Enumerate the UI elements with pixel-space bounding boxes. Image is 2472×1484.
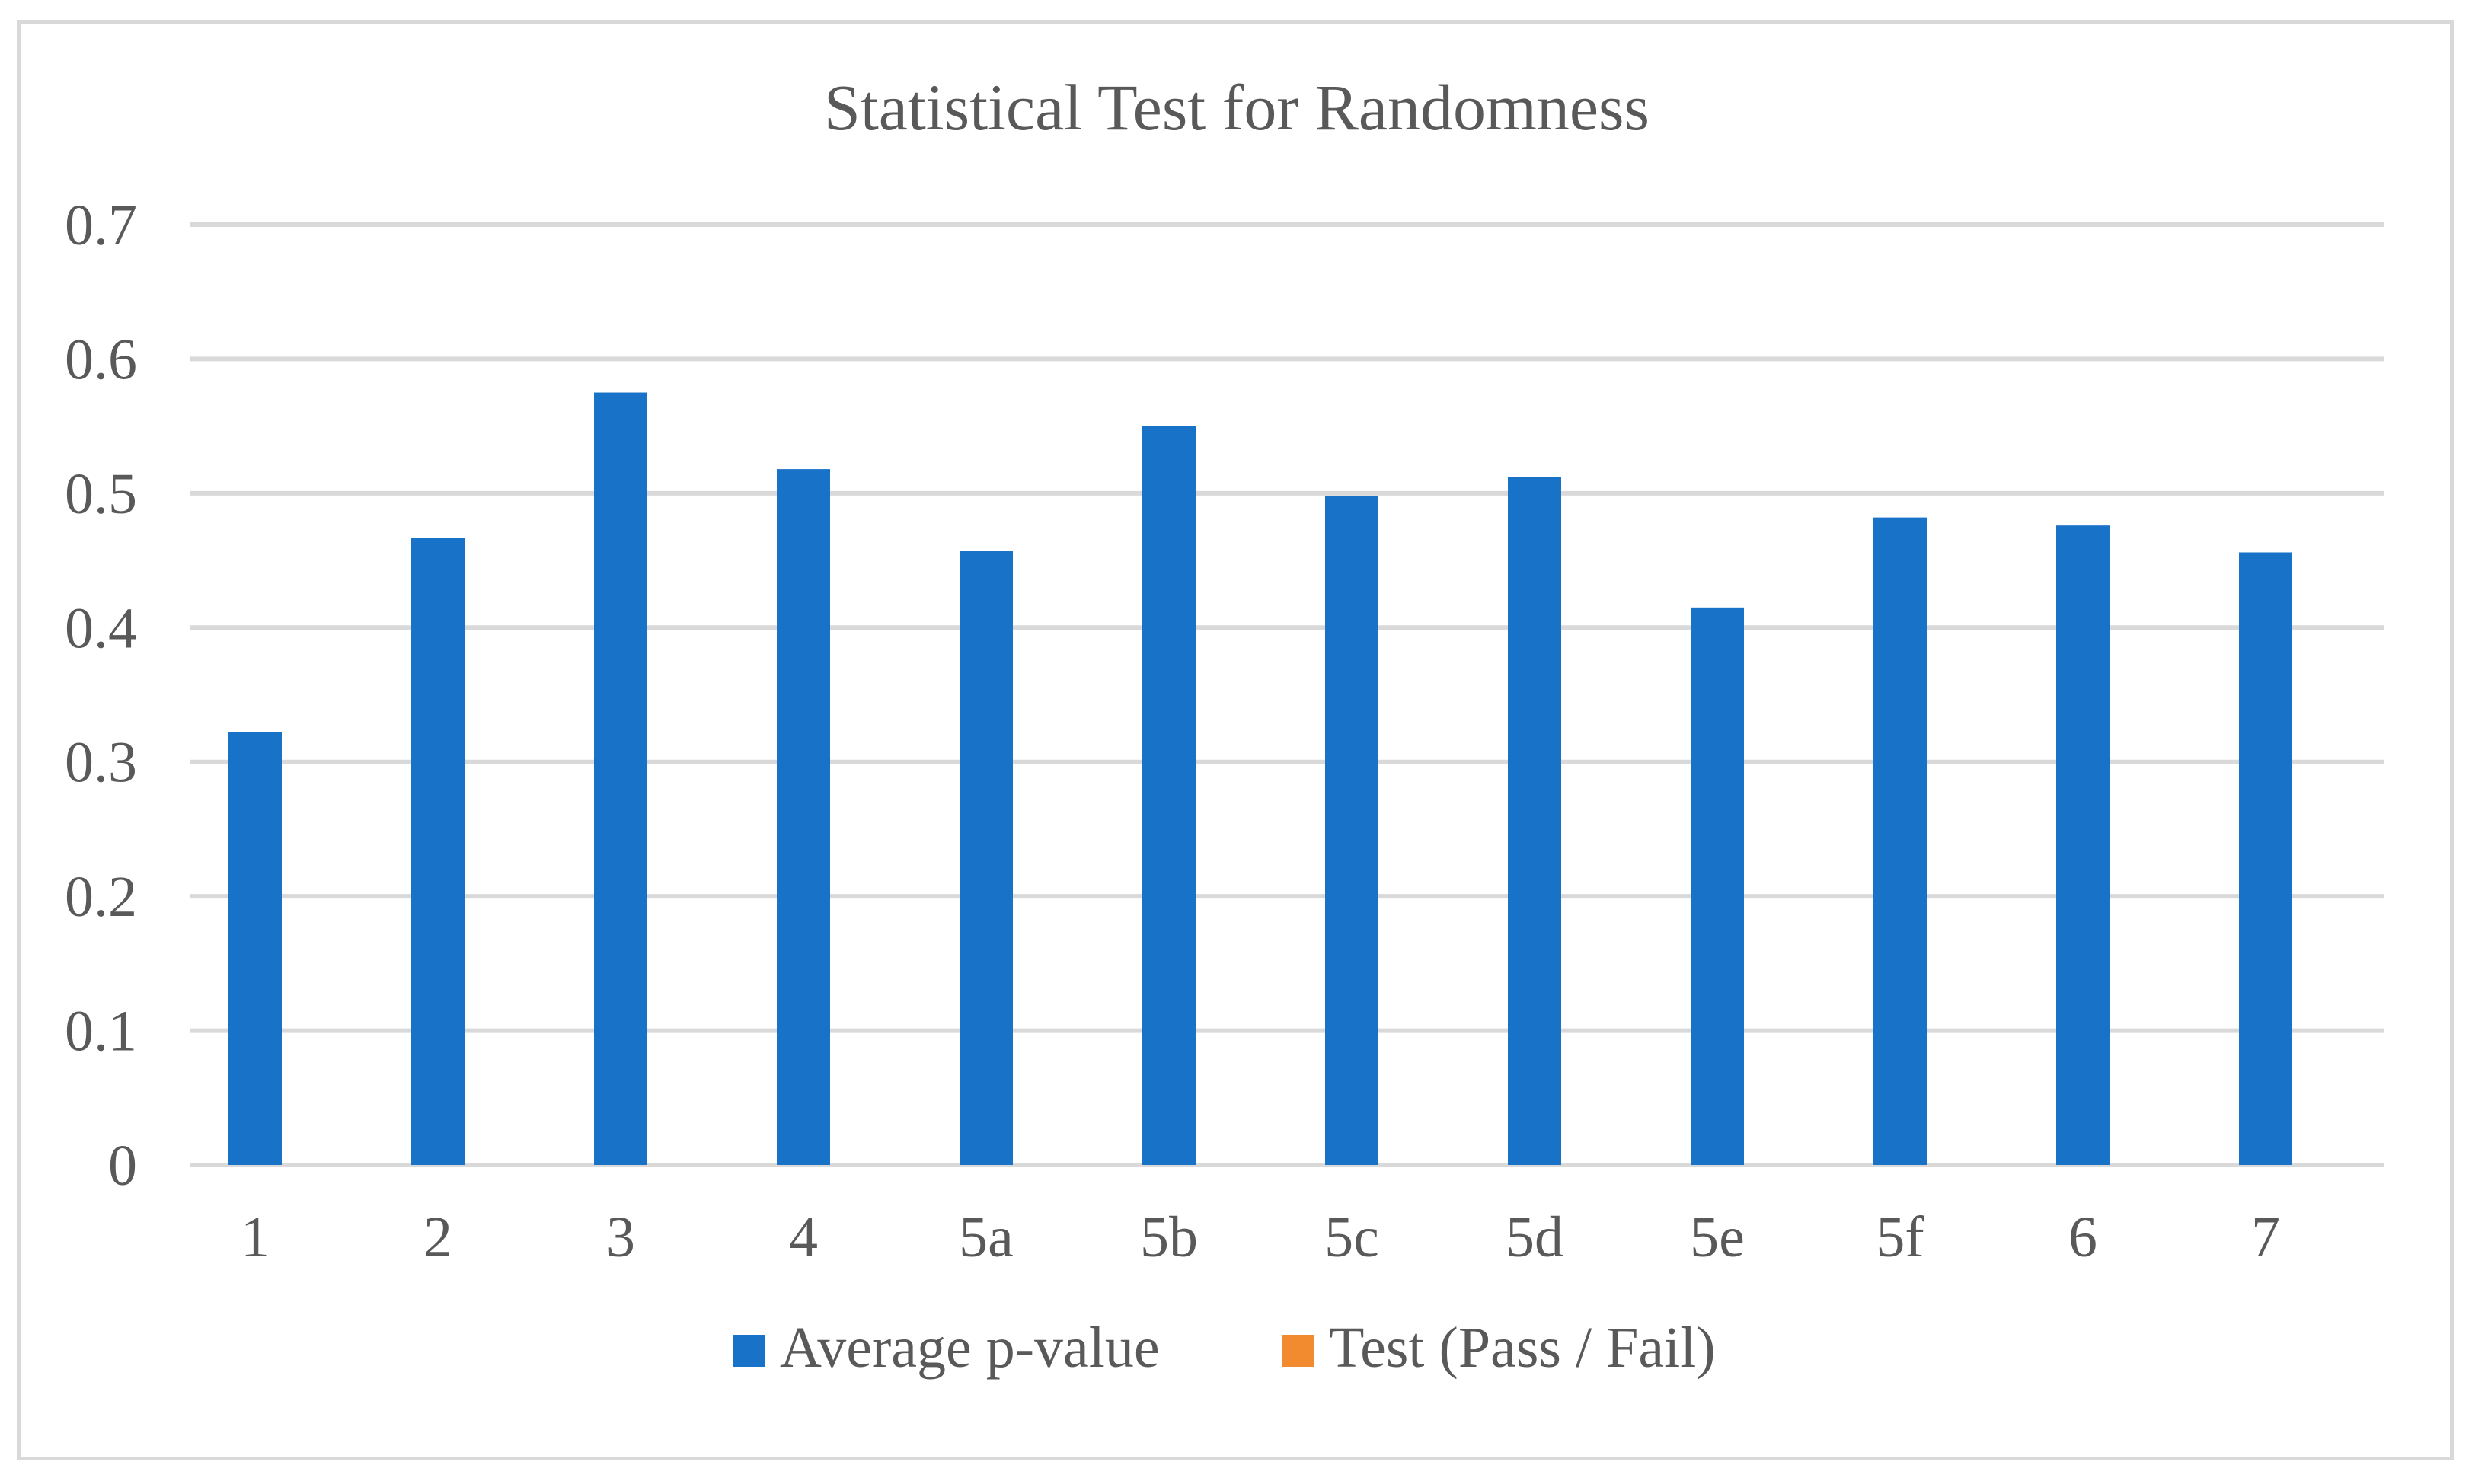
bar-5d bbox=[1508, 477, 1561, 1165]
gridlines bbox=[190, 222, 2384, 1167]
x-tick-label: 5f bbox=[1876, 1205, 1924, 1269]
bar-3 bbox=[594, 392, 647, 1165]
legend-swatch bbox=[1282, 1335, 1314, 1367]
x-tick-label: 5a bbox=[959, 1205, 1014, 1269]
x-tick-label: 6 bbox=[2068, 1205, 2097, 1269]
y-axis-ticks: 0 0.1 0.2 0.3 0.4 0.5 0.6 0.7 bbox=[65, 193, 137, 1198]
bar-1 bbox=[228, 732, 282, 1165]
legend-label: Test (Pass / Fail) bbox=[1329, 1316, 1716, 1380]
x-tick-label: 5c bbox=[1324, 1205, 1379, 1269]
x-tick-label: 5b bbox=[1140, 1205, 1198, 1269]
x-tick-label: 5d bbox=[1506, 1205, 1563, 1269]
bar-6 bbox=[2056, 525, 2110, 1165]
x-tick-label: 3 bbox=[606, 1205, 635, 1269]
bar-2 bbox=[411, 538, 465, 1165]
y-tick-label: 0.2 bbox=[65, 865, 137, 929]
y-tick-label: 0.3 bbox=[65, 731, 137, 795]
bar-5f bbox=[1873, 517, 1927, 1165]
bar-4 bbox=[777, 469, 830, 1165]
bar-5b bbox=[1142, 426, 1196, 1165]
legend-swatch bbox=[733, 1335, 765, 1367]
bar-5a bbox=[960, 551, 1013, 1165]
y-tick-label: 0.6 bbox=[65, 327, 137, 391]
bar-5e bbox=[1691, 607, 1744, 1165]
y-tick-label: 0 bbox=[108, 1134, 137, 1198]
y-tick-label: 0.5 bbox=[65, 462, 137, 526]
chart-title: Statistical Test for Randomness bbox=[824, 71, 1650, 144]
legend-label: Average p-value bbox=[780, 1316, 1160, 1380]
bars bbox=[228, 392, 2292, 1165]
bar-7 bbox=[2239, 552, 2292, 1165]
x-tick-label: 2 bbox=[423, 1205, 452, 1269]
y-tick-label: 0.7 bbox=[65, 193, 137, 257]
y-tick-label: 0.1 bbox=[65, 1000, 137, 1064]
x-tick-label: 4 bbox=[789, 1205, 818, 1269]
legend: Average p-value Test (Pass / Fail) bbox=[733, 1316, 1716, 1380]
x-tick-label: 7 bbox=[2251, 1205, 2280, 1269]
y-tick-label: 0.4 bbox=[65, 596, 137, 660]
x-axis-ticks: 1 2 3 4 5a 5b 5c 5d 5e 5f 6 7 bbox=[241, 1205, 2280, 1269]
x-tick-label: 5e bbox=[1690, 1205, 1745, 1269]
bar-5c bbox=[1325, 496, 1378, 1165]
x-tick-label: 1 bbox=[241, 1205, 270, 1269]
